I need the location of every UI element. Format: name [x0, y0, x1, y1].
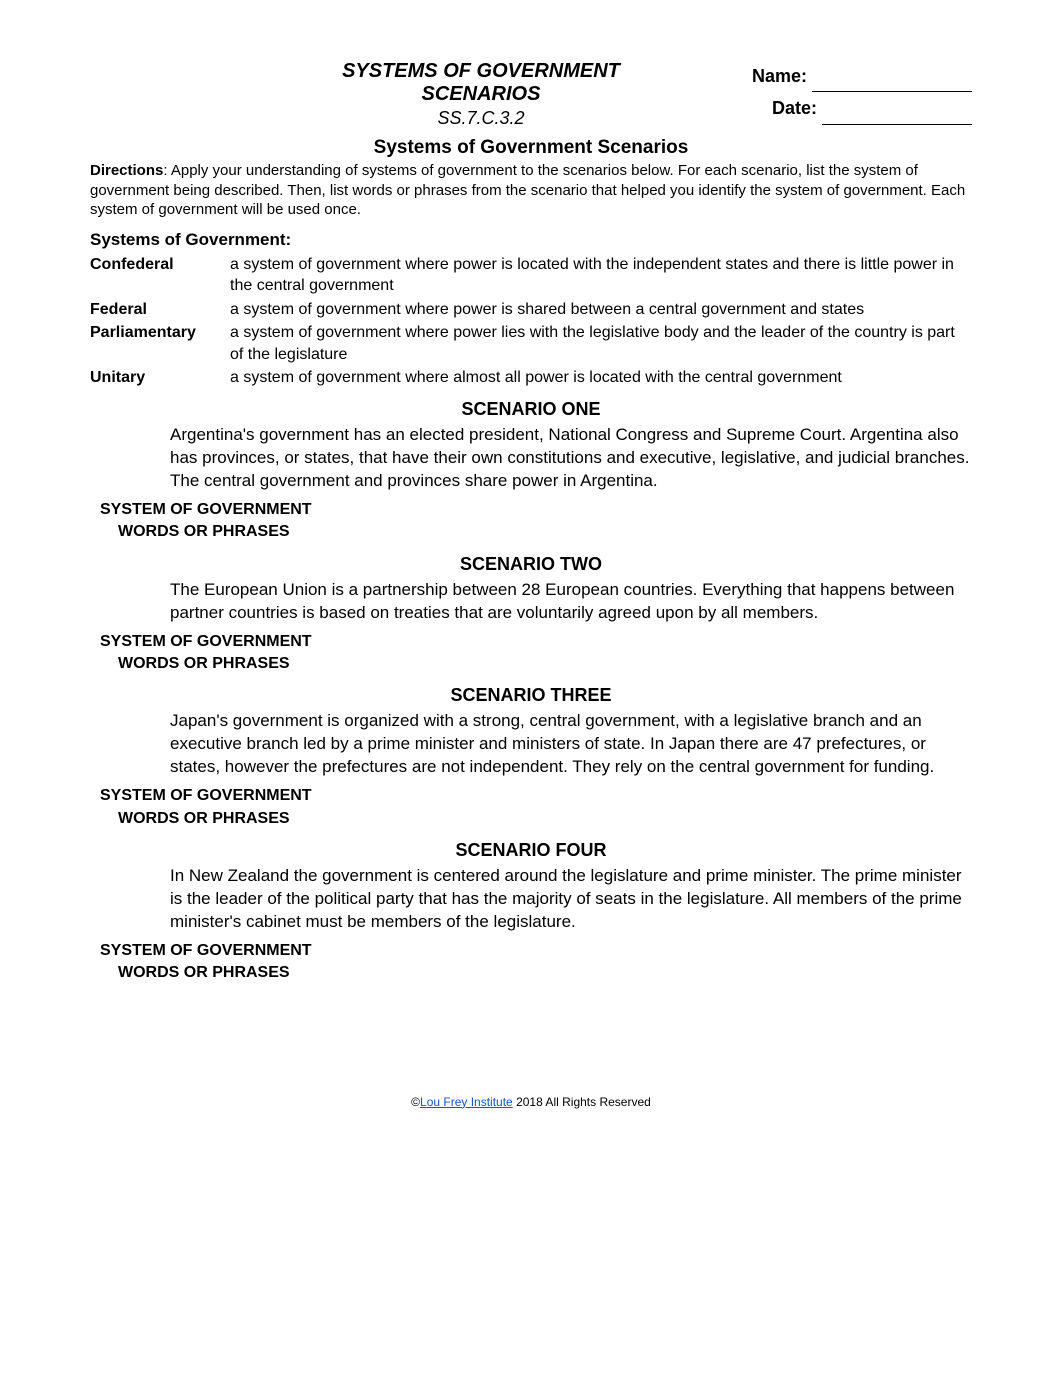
scenario-title: SCENARIO THREE — [90, 685, 972, 706]
def-text: a system of government where power is sh… — [230, 299, 972, 321]
scenario-title: SCENARIO ONE — [90, 399, 972, 420]
answer-words-label: WORDS OR PHRASES — [118, 962, 972, 984]
def-text: a system of government where power is lo… — [230, 254, 972, 297]
systems-header: Systems of Government: — [90, 230, 972, 250]
date-label: Date: — [772, 98, 817, 118]
definition-row: Federal a system of government where pow… — [90, 299, 972, 321]
answer-words-label: WORDS OR PHRASES — [118, 653, 972, 675]
scenario-body: The European Union is a partnership betw… — [170, 579, 972, 625]
answer-system-label: SYSTEM OF GOVERNMENT — [100, 940, 972, 962]
title-block: SYSTEMS OF GOVERNMENT SCENARIOS SS.7.C.3… — [90, 60, 752, 129]
name-label: Name: — [752, 66, 807, 86]
answer-system-label: SYSTEM OF GOVERNMENT — [100, 785, 972, 807]
name-field[interactable]: Name: — [752, 60, 972, 92]
title-code: SS.7.C.3.2 — [210, 108, 752, 129]
directions-text: : Apply your understanding of systems of… — [90, 162, 965, 218]
copyright-symbol: © — [411, 1095, 420, 1109]
def-term: Confederal — [90, 254, 230, 297]
scenario-body: Japan's government is organized with a s… — [170, 710, 972, 779]
answer-system-label: SYSTEM OF GOVERNMENT — [100, 499, 972, 521]
scenario-title: SCENARIO TWO — [90, 554, 972, 575]
definitions-list: Confederal a system of government where … — [90, 254, 972, 390]
date-blank[interactable] — [822, 124, 972, 125]
directions: Directions: Apply your understanding of … — [90, 161, 972, 220]
definition-row: Parliamentary a system of government whe… — [90, 322, 972, 365]
directions-label: Directions — [90, 162, 163, 179]
definition-row: Unitary a system of government where alm… — [90, 367, 972, 389]
scenario-body: Argentina's government has an elected pr… — [170, 424, 972, 493]
footer: ©Lou Frey Institute 2018 All Rights Rese… — [90, 1095, 972, 1109]
date-field[interactable]: Date: — [752, 92, 972, 124]
answer-system-label: SYSTEM OF GOVERNMENT — [100, 631, 972, 653]
def-term: Federal — [90, 299, 230, 321]
footer-link[interactable]: Lou Frey Institute — [420, 1095, 513, 1109]
scenario-title: SCENARIO FOUR — [90, 840, 972, 861]
footer-tail: 2018 All Rights Reserved — [513, 1095, 651, 1109]
answer-words-label: WORDS OR PHRASES — [118, 808, 972, 830]
title-line1: SYSTEMS OF GOVERNMENT — [210, 60, 752, 83]
def-text: a system of government where power lies … — [230, 322, 972, 365]
def-term: Parliamentary — [90, 322, 230, 365]
main-title: Systems of Government Scenarios — [90, 137, 972, 159]
name-date-block: Name: Date: — [752, 60, 972, 125]
def-text: a system of government where almost all … — [230, 367, 972, 389]
answer-words-label: WORDS OR PHRASES — [118, 521, 972, 543]
definition-row: Confederal a system of government where … — [90, 254, 972, 297]
title-line2: SCENARIOS — [210, 83, 752, 106]
worksheet-header: SYSTEMS OF GOVERNMENT SCENARIOS SS.7.C.3… — [90, 60, 972, 129]
def-term: Unitary — [90, 367, 230, 389]
scenario-body: In New Zealand the government is centere… — [170, 865, 972, 934]
